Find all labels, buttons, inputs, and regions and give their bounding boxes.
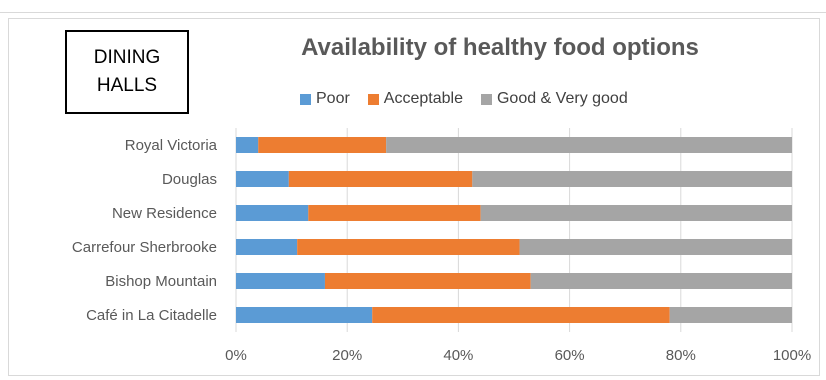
bar-segment-good-very-good <box>480 205 792 221</box>
legend-item-acceptable: Acceptable <box>367 90 463 108</box>
x-tick-label: 60% <box>555 347 585 364</box>
legend-swatch-acceptable <box>367 93 379 105</box>
legend-item-good: Good & Very good <box>480 90 628 108</box>
x-tick-label: 80% <box>666 347 696 364</box>
legend-item-poor: Poor <box>300 90 350 108</box>
bar-segment-good-very-good <box>472 171 792 187</box>
bar-segment-poor <box>236 239 298 255</box>
bar-segment-acceptable <box>324 273 531 289</box>
bar-segment-acceptable <box>258 137 387 153</box>
bar-segment-poor <box>236 137 259 153</box>
bar-segment-good-very-good <box>386 137 792 153</box>
category-label: Carrefour Sherbrooke <box>72 239 217 256</box>
bar-segment-poor <box>236 307 373 323</box>
bar-segment-acceptable <box>288 171 473 187</box>
bar-segment-acceptable <box>308 205 481 221</box>
bar-segment-good-very-good <box>669 307 792 323</box>
bar-segment-good-very-good <box>530 273 792 289</box>
top-strip <box>0 0 826 13</box>
category-label: New Residence <box>112 205 217 222</box>
bar-segment-acceptable <box>297 239 520 255</box>
x-tick-label: 100% <box>773 347 811 364</box>
category-label: Douglas <box>162 171 217 188</box>
category-label: Café in La Citadelle <box>86 307 217 324</box>
chart-title: Availability of healthy food options <box>301 34 699 61</box>
legend-label-good: Good & Very good <box>496 90 628 107</box>
x-tick-label: 40% <box>443 347 473 364</box>
dining-halls-label: DINING HALLS <box>93 47 161 96</box>
bar-segment-good-very-good <box>519 239 792 255</box>
legend-swatch-good <box>480 93 492 105</box>
x-tick-label: 0% <box>225 347 247 364</box>
category-label: Bishop Mountain <box>105 273 217 290</box>
bar-segment-poor <box>236 205 309 221</box>
bar-segment-acceptable <box>372 307 670 323</box>
category-label: Royal Victoria <box>125 137 218 154</box>
legend-swatch-poor <box>300 93 311 105</box>
bar-segment-poor <box>236 171 289 187</box>
bar-segment-poor <box>236 273 325 289</box>
dining-halls-label-box: DINING HALLS <box>65 30 189 114</box>
x-tick-label: 20% <box>332 347 362 364</box>
legend-label-poor: Poor <box>316 90 350 107</box>
legend-label-acceptable: Acceptable <box>383 90 463 107</box>
chart-legend: Poor Acceptable Good & Very good <box>300 90 628 108</box>
